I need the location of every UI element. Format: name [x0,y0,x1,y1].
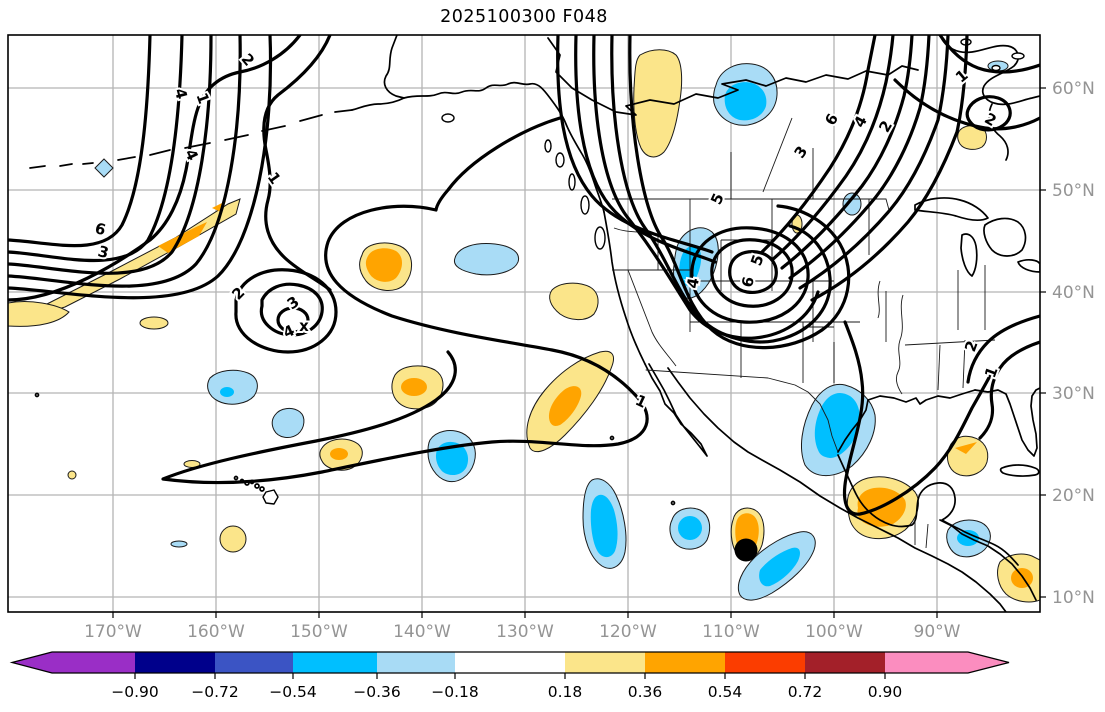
contour-label: 6 [821,110,842,128]
colorbar-segment [725,652,805,673]
contour-label: 4 [181,146,202,163]
colorbar-tick-label: 0.36 [628,683,663,701]
colorbar: −0.90 −0.72 −0.54 −0.36 −0.18 0.18 0.36 … [9,651,1010,701]
x-tick-label: 160°W [187,622,245,642]
page-title: 2025100300 F048 [440,7,608,27]
x-tick-label: 110°W [702,622,760,642]
contour-label: 4 [850,113,871,131]
longitude-axis-labels: 170°W 160°W 150°W 140°W 130°W 120°W 110°… [84,622,961,642]
colorbar-tick-label: −0.90 [111,683,159,701]
axis-tick-marks [112,87,1046,618]
x-tick-label: 170°W [84,622,142,642]
x-tick-label: 150°W [290,622,348,642]
colorbar-tick-label: 0.72 [788,683,823,701]
colorbar-segment [645,652,725,673]
x-tick-label: 130°W [496,622,554,642]
colorbar-segment [565,652,645,673]
colorbar-segment [805,652,885,673]
y-tick-label: 60°N [1052,79,1095,99]
map-frame [7,34,1041,613]
y-tick-label: 30°N [1052,384,1095,404]
colorbar-outline [9,651,1010,674]
y-tick-label: 50°N [1052,181,1095,201]
colorbar-tick-label: −0.54 [269,683,317,701]
x-tick-label: 100°W [805,622,863,642]
colorbar-tick-label: 0.90 [868,683,903,701]
y-tick-label: 10°N [1052,588,1095,608]
colorbar-tick-label: 0.18 [548,683,583,701]
colorbar-segment [215,652,293,673]
contour-label: 5 [707,190,728,207]
colorbar-tick-labels: −0.90 −0.72 −0.54 −0.36 −0.18 0.18 0.36 … [111,683,902,701]
contour-labels: 6 3 4 2 4 1 1 2 3 4 x 5 4 5 6 3 6 4 2 1 … [91,48,1004,414]
x-tick-label: 140°W [393,622,451,642]
storm-position-marker [734,538,758,562]
contour-label: 6 [738,275,758,289]
contour-label: 6 [93,219,108,239]
contour-label: 1 [264,169,285,188]
colorbar-segment [135,652,215,673]
x-tick-label: 120°W [599,622,657,642]
colorbar-segment [455,652,565,673]
colorbar-segment [293,652,377,673]
height-contours [8,35,1040,516]
colorbar-tick-label: 0.54 [708,683,743,701]
contour-label: 1 [981,364,1001,380]
contour-label: x [299,317,309,335]
colorbar-tick-label: −0.36 [353,683,401,701]
colorbar-extend-over [885,652,1009,673]
colorbar-extend-under [12,652,135,673]
coastlines [29,35,1040,612]
colorbar-tick-marks [134,673,886,679]
colorbar-tick-label: −0.72 [191,683,239,701]
contour-label: 2 [228,283,248,303]
colorbar-segment [377,652,455,673]
latitude-axis-labels: 60°N 50°N 40°N 30°N 20°N 10°N [1052,79,1095,608]
colorbar-tick-label: −0.18 [431,683,479,701]
x-tick-label: 90°W [914,622,961,642]
y-tick-label: 20°N [1052,486,1095,506]
y-tick-label: 40°N [1052,283,1095,303]
anomaly-shading [8,49,1040,603]
contour-label: 3 [791,143,812,162]
contour-label: 1 [952,66,972,86]
